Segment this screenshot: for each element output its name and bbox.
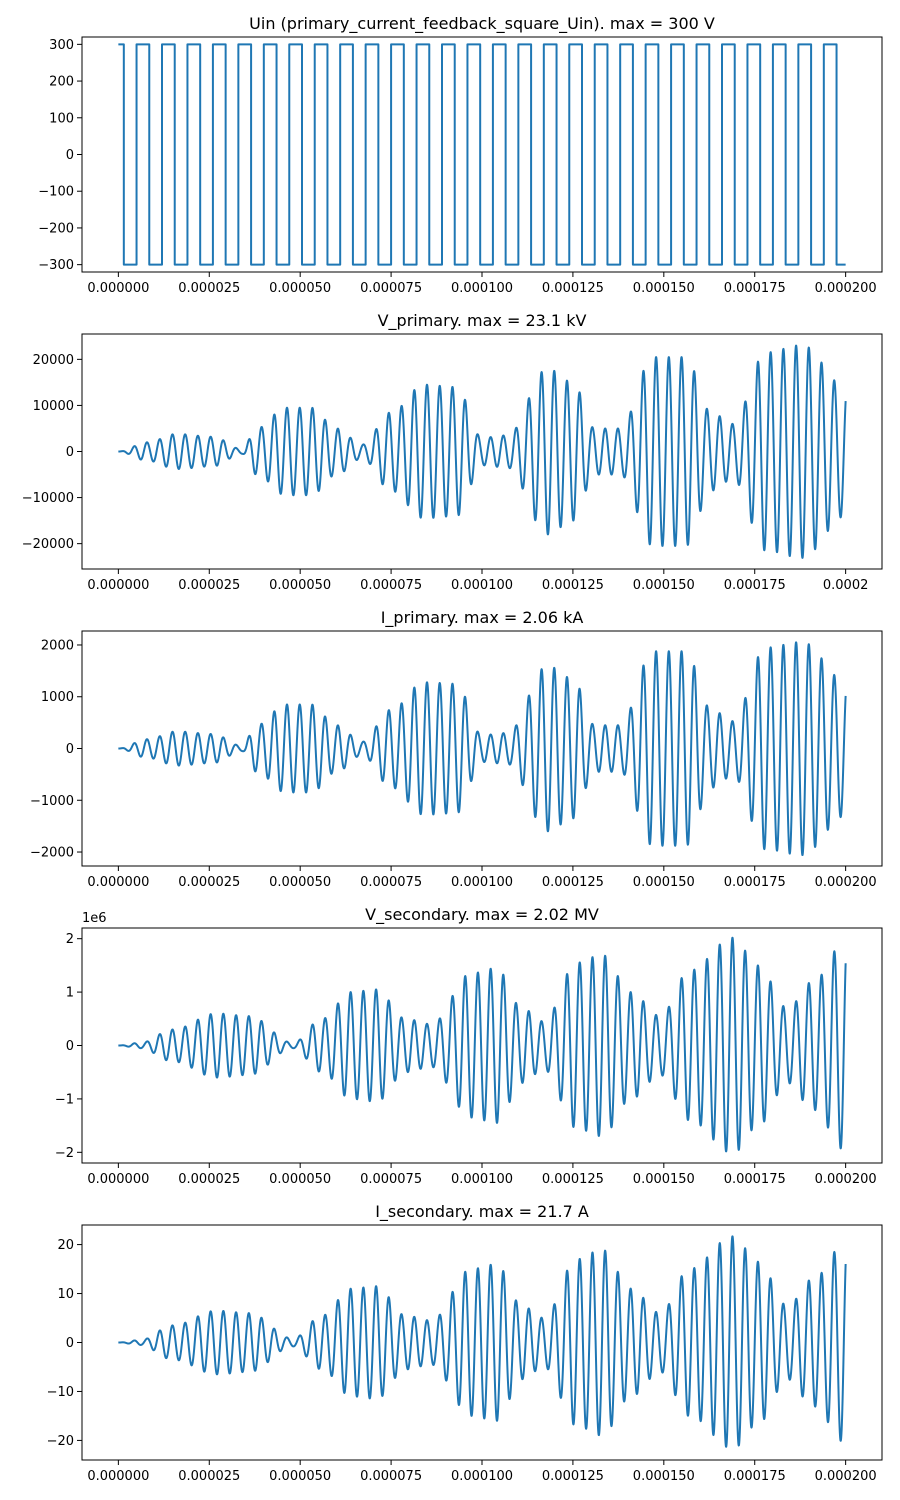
y-tick-label: −300 [38,258,74,273]
x-tick-label: 0.000125 [542,1172,604,1187]
y-tick-label: 0 [66,148,74,163]
y-tick-label: −1000 [30,794,74,809]
x-tick-label: 0.000125 [542,875,604,890]
y-tick-label: 300 [49,38,74,53]
chart-title: V_secondary. max = 2.02 MV [365,905,599,925]
x-tick-label: 0.000175 [724,875,786,890]
chart-panel-3: I_primary. max = 2.06 kA 0.000000 0.000025… [30,608,883,890]
x-tick-label: 0.000100 [451,281,513,296]
x-tick-label: 0.000200 [815,281,877,296]
x-tick-label: 0.000050 [269,875,331,890]
x-tick-label: 0.000025 [178,281,240,296]
x-tick-label: 0.000075 [360,875,422,890]
x-tick-label: 0.000050 [269,578,331,593]
chart-panel-1: Uin (primary_current_feedback_square_Uin… [38,14,883,296]
x-tick-label: 0.000200 [815,1469,877,1484]
x-tick-label: 0.000175 [724,1172,786,1187]
x-tick-label: 0.000000 [87,1172,149,1187]
x-tick-label: 0.000150 [633,1469,695,1484]
y-tick-label: 0 [66,742,74,757]
y-tick-label: −2000 [30,846,74,861]
chart-title: V_primary. max = 23.1 kV [378,311,587,331]
y-tick-label: −20 [47,1434,74,1449]
x-tick-label: 0.000000 [87,875,149,890]
y-tick-label: −1 [55,1092,74,1107]
x-tick-label: 0.000000 [87,578,149,593]
x-tick-label: 0.000150 [633,281,695,296]
x-tick-label: 0.000125 [542,281,604,296]
x-tick-label: 0.000100 [451,1172,513,1187]
y-tick-label: 1000 [41,690,74,705]
x-tick-label: 0.000100 [451,1469,513,1484]
y-tick-label: 1 [66,986,74,1001]
y-tick-label: −2 [55,1146,74,1161]
y-tick-label: 2 [66,932,74,947]
chart-title: I_primary. max = 2.06 kA [381,608,584,628]
y-tick-label: 20 [57,1238,74,1253]
x-tick-label: 0.000000 [87,1469,149,1484]
chart-panel-4: V_secondary. max = 2.02 MV 0.000000 0.0000… [55,905,883,1187]
x-tick-label: 0.000025 [178,1172,240,1187]
x-tick-label: 0.000025 [178,875,240,890]
chart-title: Uin (primary_current_feedback_square_Uin… [249,14,715,34]
y-tick-label: 2000 [41,638,74,653]
x-tick-label: 0.000075 [360,578,422,593]
x-tick-label: 0.000150 [633,578,695,593]
x-tick-label: 0.000075 [360,281,422,296]
y-tick-label: 10000 [33,399,74,414]
x-tick-label: 0.000075 [360,1469,422,1484]
x-tick-label: 0.000200 [815,1172,877,1187]
x-tick-label: 0.000050 [269,1469,331,1484]
y-tick-label: 0 [66,1039,74,1054]
x-tick-label: 0.000025 [178,1469,240,1484]
y-tick-label: 0 [66,445,74,460]
y-tick-label: −10000 [22,491,74,506]
x-tick-label: 0.000050 [269,281,331,296]
x-tick-label: 0.000175 [724,578,786,593]
axis-offset-label: 1e6 [82,911,107,926]
series-line [117,641,847,857]
y-tick-label: 100 [49,111,74,126]
x-tick-label: 0.000050 [269,1172,331,1187]
chart-title: I_secondary. max = 21.7 A [375,1202,589,1222]
x-tick-label: 0.000125 [542,1469,604,1484]
x-tick-label: 0.000175 [724,1469,786,1484]
y-tick-label: 0 [66,1336,74,1351]
y-tick-label: 200 [49,75,74,90]
x-tick-label: 0.000100 [451,578,513,593]
x-tick-label: 0.000150 [633,1172,695,1187]
x-tick-label: 0.000000 [87,281,149,296]
chart-panel-5: I_secondary. max = 21.7 A 0.000000 0.00002… [47,1202,883,1484]
series-line [118,43,846,266]
y-tick-label: 20000 [33,353,74,368]
axes-frame [81,36,883,273]
series-line [117,936,847,1153]
y-tick-label: −200 [38,221,74,236]
chart-panel-2: V_primary. max = 23.1 kV 0.000000 0.000025… [22,311,883,593]
x-tick-label: 0.000100 [451,875,513,890]
y-tick-label: 10 [57,1287,74,1302]
x-tick-label: 0.0002 [823,578,869,593]
y-tick-label: −100 [38,185,74,200]
x-tick-label: 0.000200 [815,875,877,890]
y-tick-label: −20000 [22,537,74,552]
x-tick-label: 0.000125 [542,578,604,593]
x-tick-label: 0.000175 [724,281,786,296]
series-line [117,1235,847,1448]
x-tick-label: 0.000075 [360,1172,422,1187]
series-line [117,344,847,559]
x-tick-label: 0.000150 [633,875,695,890]
y-tick-label: −10 [47,1385,74,1400]
x-tick-label: 0.000025 [178,578,240,593]
